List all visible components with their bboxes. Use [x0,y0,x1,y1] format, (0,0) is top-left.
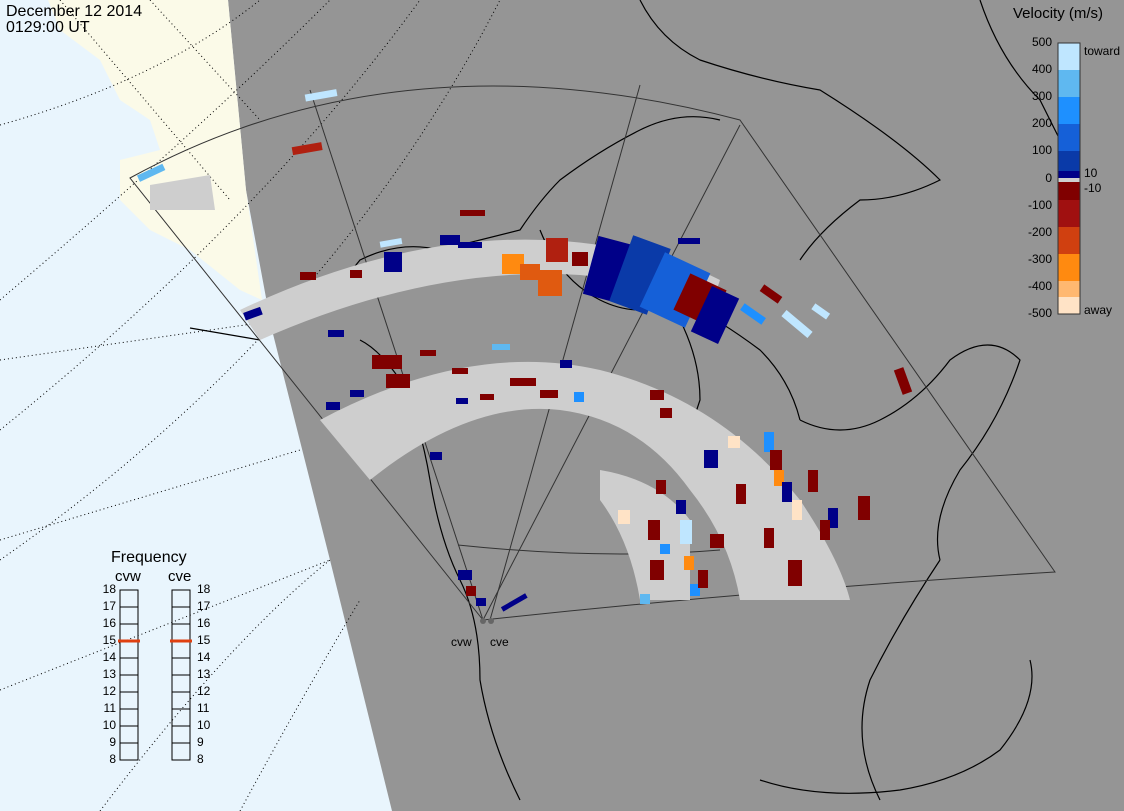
frequency-scale-left-label: 17 [102,599,116,613]
colorbar-toward-label: toward [1084,44,1121,58]
frequency-scale-right-label: 18 [197,582,211,596]
colorbar-tick: 500 [1031,35,1052,49]
frequency-scale-left-label: 9 [109,735,116,749]
frequency-scale-left-label: 14 [102,650,116,664]
colorbar-tick: -200 [1027,224,1052,239]
frequency-scale-right-label: 8 [197,752,204,766]
time-label: 0129:00 UT [6,19,90,36]
radar-site-cvw [480,618,486,624]
colorbar-tick: 200 [1031,116,1052,131]
colorbar-tick: -400 [1027,278,1052,293]
frequency-radar-cvw: cvw [115,568,141,585]
velocity-echoes [137,89,913,612]
colorbar-tick: 100 [1031,143,1052,158]
colorbar-tick: -100 [1027,197,1052,212]
radar-site-cve [488,618,494,624]
frequency-scale-right-label: 14 [197,650,211,664]
colorbar-tick: -500 [1027,306,1052,320]
frequency-scale-left-label: 15 [102,633,116,647]
frequency-scale-left-label: 8 [109,752,116,766]
frequency-scale-right-label: 17 [197,599,211,613]
frequency-scale-left-label: 11 [103,701,116,715]
colorbar-neg-threshold: -10 [1084,181,1102,195]
colorbar-title: Velocity (m/s) [1013,5,1104,22]
radar-sites [480,618,494,624]
colorbar-tick: 0 [1045,170,1052,185]
daylight-land [48,0,262,300]
frequency-scale-right-label: 13 [197,667,211,681]
frequency-scale-left-label: 12 [102,684,116,698]
fov-outline [129,84,1056,621]
colorbar-tick: 400 [1031,62,1052,77]
frequency-scale-right-label: 16 [197,616,211,630]
frequency-title: Frequency [111,549,187,566]
frequency-radar-cve: cve [168,568,192,585]
frequency-scale-left-label: 13 [102,667,116,681]
colorbar-tick: 300 [1031,89,1052,104]
frequency-scale-left-label: 10 [102,718,116,732]
velocity-colorbar [1057,42,1081,315]
colorbar-away-label: away [1084,303,1113,317]
frequency-scale-right-label: 10 [197,718,211,732]
frequency-scale-right-label: 11 [197,701,210,715]
frequency-scale-right-label: 12 [197,684,211,698]
date-label: December 12 2014 [6,3,143,20]
frequency-scale-right-label: 9 [197,735,204,749]
radar-label-cvw: cvw [451,635,472,649]
lat-lon-grid [0,0,501,811]
colorbar-pos-threshold: 10 [1084,166,1098,180]
frequency-scale-right-label: 15 [197,633,211,647]
frequency-scale-left-label: 16 [102,616,116,630]
colorbar-tick: -300 [1027,251,1052,266]
radar-label-cve: cve [490,635,509,649]
frequency-bars [119,589,191,761]
frequency-scale-left-label: 18 [102,582,116,596]
